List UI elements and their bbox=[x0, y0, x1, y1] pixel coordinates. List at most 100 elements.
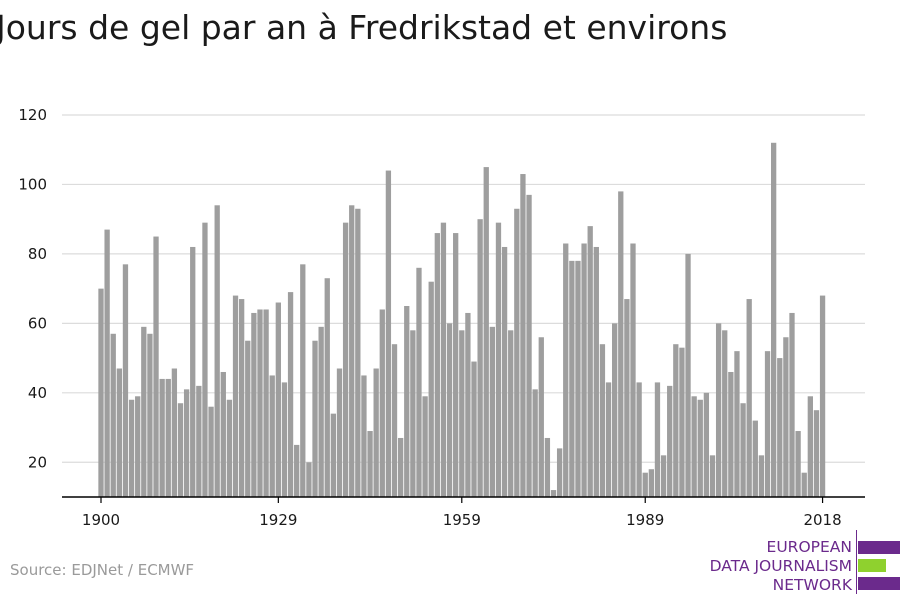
y-tick-label: 60 bbox=[28, 314, 47, 332]
y-tick-label: 20 bbox=[28, 453, 47, 471]
bar-1955 bbox=[434, 233, 440, 497]
logo-line-1: EUROPEAN bbox=[766, 538, 852, 556]
bar-2011 bbox=[777, 358, 783, 497]
bar-1994 bbox=[673, 344, 679, 497]
bar-1917 bbox=[202, 222, 208, 497]
bar-1915 bbox=[190, 246, 196, 497]
bar-1960 bbox=[465, 312, 471, 497]
bar-1945 bbox=[373, 368, 379, 497]
bar-2017 bbox=[813, 410, 820, 497]
source-note: Source: EDJNet / ECMWF bbox=[10, 561, 195, 579]
bar-1959 bbox=[459, 330, 465, 497]
bar-1944 bbox=[367, 431, 373, 497]
bar-1999 bbox=[703, 392, 710, 497]
bar-2013 bbox=[789, 312, 795, 497]
chart-title: Jours de gel par an à Fredrikstad et env… bbox=[0, 8, 728, 47]
bar-1978 bbox=[575, 260, 581, 497]
bar-1950 bbox=[404, 306, 410, 497]
bar-1935 bbox=[312, 340, 318, 497]
bar-1958 bbox=[453, 233, 459, 497]
axes: 20 40 60 80 100 120 1900 1929 1959 1989 2018 bbox=[18, 106, 865, 529]
bar-1922 bbox=[232, 295, 239, 497]
bar-1929 bbox=[275, 302, 281, 497]
bar-1901 bbox=[104, 229, 110, 497]
bar-1924 bbox=[245, 340, 251, 497]
bar-1988 bbox=[636, 382, 642, 497]
logo-line-2: DATA JOURNALISM bbox=[709, 557, 852, 575]
bar-1939 bbox=[336, 368, 343, 497]
bar-1986 bbox=[624, 299, 630, 497]
bar-1912 bbox=[171, 368, 178, 497]
bar-1925 bbox=[251, 312, 257, 497]
bar-1968 bbox=[514, 208, 520, 497]
bar-1906 bbox=[135, 396, 141, 497]
bar-1902 bbox=[110, 333, 116, 497]
bar-1904 bbox=[122, 264, 129, 497]
bar-2015 bbox=[801, 472, 807, 497]
bar-1985 bbox=[618, 191, 624, 497]
x-tick-label: 1929 bbox=[259, 511, 297, 529]
bar-chart: 20 40 60 80 100 120 1900 1929 1959 1989 2018 bbox=[18, 106, 865, 529]
bar-1952 bbox=[416, 267, 422, 497]
bar-1911 bbox=[165, 378, 171, 497]
bar-1930 bbox=[281, 382, 288, 497]
bar-1932 bbox=[294, 444, 300, 497]
bar-1993 bbox=[667, 385, 673, 497]
bar-1905 bbox=[128, 399, 135, 497]
bar-1940 bbox=[342, 222, 349, 497]
bar-1976 bbox=[563, 243, 569, 497]
bar-1923 bbox=[238, 299, 245, 497]
logo-line-3: NETWORK bbox=[772, 576, 852, 594]
bar-1964 bbox=[489, 326, 496, 497]
bar-1971 bbox=[532, 389, 538, 497]
bar-1962 bbox=[477, 219, 483, 497]
bar-1921 bbox=[226, 399, 233, 497]
bar-1941 bbox=[349, 205, 355, 498]
bar-1948 bbox=[391, 344, 398, 497]
bar-1943 bbox=[361, 375, 367, 497]
bar-1910 bbox=[159, 378, 165, 497]
bar-2007 bbox=[752, 420, 758, 497]
bar-1918 bbox=[208, 406, 214, 497]
bar-1926 bbox=[257, 309, 263, 497]
bar-1975 bbox=[556, 448, 563, 497]
bar-2003 bbox=[728, 371, 734, 497]
bar-2009 bbox=[764, 351, 771, 497]
bar-1995 bbox=[679, 347, 685, 497]
bar-2016 bbox=[807, 396, 813, 497]
bar-1970 bbox=[526, 194, 532, 497]
bar-1979 bbox=[581, 243, 587, 497]
bar-2018 bbox=[819, 295, 826, 497]
bar-1981 bbox=[593, 246, 599, 497]
bar-1973 bbox=[544, 437, 551, 497]
bar-1913 bbox=[177, 403, 184, 497]
logo-divider bbox=[856, 530, 857, 594]
bar-1919 bbox=[214, 205, 220, 498]
bar-2001 bbox=[715, 323, 722, 497]
bar-2012 bbox=[783, 337, 789, 497]
bar-1920 bbox=[220, 371, 226, 497]
bar-1938 bbox=[330, 413, 337, 497]
bar-1931 bbox=[287, 292, 294, 497]
x-tick-label: 1989 bbox=[626, 511, 664, 529]
bar-1956 bbox=[440, 222, 447, 497]
bar-1969 bbox=[520, 174, 526, 497]
bar-1914 bbox=[183, 389, 190, 497]
bar-1989 bbox=[642, 472, 648, 497]
bar-1946 bbox=[379, 309, 385, 497]
bar-2010 bbox=[771, 142, 777, 498]
bar-1974 bbox=[550, 490, 557, 497]
bar-1900 bbox=[98, 288, 104, 497]
logo-bar-purple-bottom bbox=[858, 577, 900, 590]
bar-1972 bbox=[538, 337, 544, 497]
y-tick-label: 120 bbox=[18, 106, 47, 124]
bar-1908 bbox=[147, 333, 153, 497]
x-tick-label: 1900 bbox=[82, 511, 120, 529]
bar-1928 bbox=[269, 375, 275, 497]
bar-1927 bbox=[263, 309, 269, 497]
bar-1997 bbox=[691, 396, 697, 497]
bar-1963 bbox=[483, 167, 489, 497]
bar-1992 bbox=[660, 455, 667, 497]
bar-1983 bbox=[605, 382, 612, 497]
bar-2005 bbox=[740, 403, 746, 497]
